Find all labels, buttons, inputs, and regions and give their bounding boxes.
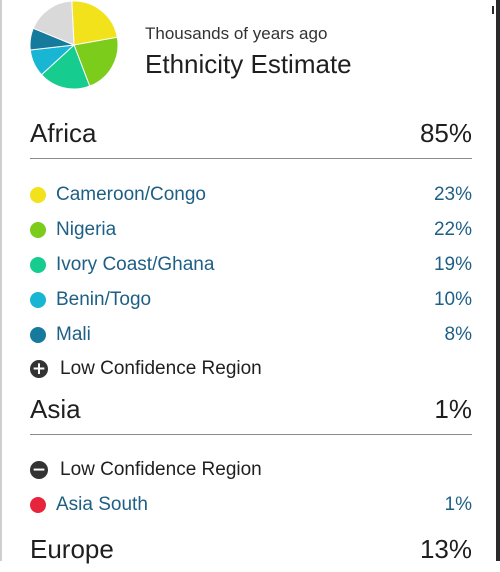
region-percent: 85%	[419, 118, 472, 148]
divider	[30, 434, 472, 435]
color-dot-icon	[30, 256, 46, 273]
list-item-nigeria[interactable]: Nigeria 22%	[30, 212, 472, 247]
ethnicity-pie-chart	[30, 0, 119, 90]
region-percent: 19%	[433, 253, 472, 275]
window-left-border	[0, 0, 2, 561]
region-name: Asia	[30, 394, 81, 424]
region-percent: 23%	[433, 183, 472, 205]
region-name: Africa	[30, 118, 97, 148]
region-link[interactable]: Nigeria	[56, 218, 117, 240]
ethnicity-header: Thousands of years ago Ethnicity Estimat…	[30, 0, 470, 100]
page-title: Ethnicity Estimate	[145, 49, 352, 79]
scroll-indicator	[492, 6, 494, 14]
color-dot-icon	[30, 186, 46, 203]
color-dot-icon	[30, 326, 46, 343]
low-confidence-label: Low Confidence Region	[60, 358, 262, 379]
pie-slice-nigeria	[73, 36, 119, 87]
region-link[interactable]: Benin/Togo	[56, 288, 152, 310]
region-link[interactable]: Cameroon/Congo	[56, 183, 206, 205]
list-item-asia-south[interactable]: Asia South 1%	[30, 487, 472, 522]
region-percent: 8%	[444, 323, 472, 345]
region-header-africa: Africa 85%	[30, 110, 472, 156]
plus-circle-icon[interactable]: +	[30, 359, 48, 379]
region-percent: 13%	[419, 534, 472, 564]
divider	[30, 158, 472, 159]
region-percent: 22%	[433, 218, 472, 240]
pie-slice-cameroon-congo	[71, 0, 118, 46]
window-right-border	[496, 0, 500, 561]
list-item-mali[interactable]: Mali 8%	[30, 317, 472, 352]
list-item-ivory-coast-ghana[interactable]: Ivory Coast/Ghana 19%	[30, 247, 472, 282]
list-item-cameroon-congo[interactable]: Cameroon/Congo 23%	[30, 177, 472, 212]
region-name: Europe	[30, 534, 114, 564]
low-confidence-toggle-africa[interactable]: + Low Confidence Region	[30, 352, 472, 386]
region-percent: 1%	[434, 394, 472, 424]
region-percent: 10%	[433, 288, 472, 310]
low-confidence-label: Low Confidence Region	[60, 459, 262, 480]
region-link[interactable]: Mali	[56, 323, 91, 345]
ethnicity-list: Africa 85% Cameroon/Congo 23% Nigeria 22…	[30, 110, 472, 572]
region-header-asia: Asia 1%	[30, 386, 472, 432]
minus-circle-icon[interactable]: −	[30, 460, 48, 480]
color-dot-icon	[30, 291, 46, 308]
pie-slice-other	[32, 0, 75, 46]
color-dot-icon	[30, 221, 46, 238]
low-confidence-toggle-asia[interactable]: − Low Confidence Region	[30, 453, 472, 487]
color-dot-icon	[30, 496, 46, 513]
header-subtitle: Thousands of years ago	[145, 24, 328, 43]
region-percent: 1%	[444, 493, 472, 515]
pie-slice-ivory-coast-ghana	[40, 44, 91, 90]
region-link[interactable]: Ivory Coast/Ghana	[56, 253, 215, 275]
region-header-europe: Europe 13%	[30, 526, 472, 572]
list-item-benin-togo[interactable]: Benin/Togo 10%	[30, 282, 472, 317]
region-link[interactable]: Asia South	[56, 493, 148, 515]
